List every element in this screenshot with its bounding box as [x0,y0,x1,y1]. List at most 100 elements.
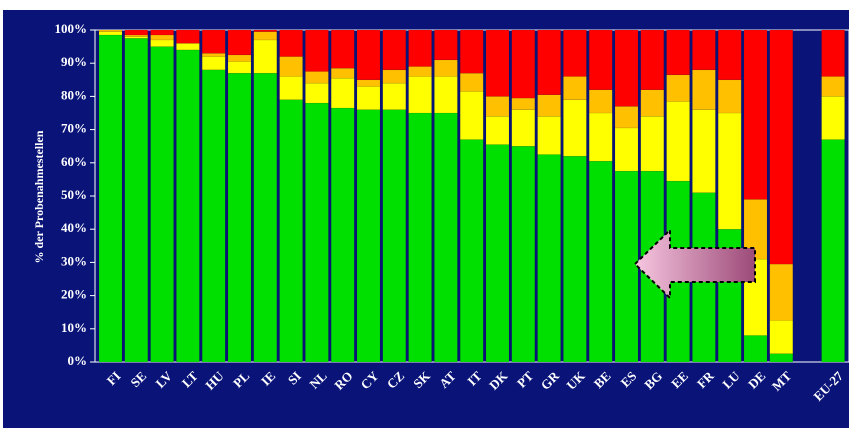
bar-segment-it-3 [459,72,484,92]
bar-segment-sk-2 [408,76,432,114]
bar-segment-se-1 [124,38,149,363]
bar-segment-lv-3 [150,34,174,41]
bar-segment-es-4 [614,29,639,107]
y-tick-label: 40% [61,220,87,235]
bar-segment-lv-2 [150,39,174,47]
bar-segment-ee-2 [666,101,690,182]
bar-segment-dk-3 [485,96,510,117]
bar-segment-gr-4 [537,29,561,95]
bar-segment-eu-27-3 [821,76,845,97]
y-tick-label: 90% [61,54,87,69]
bar-segment-hu-2 [201,56,226,71]
bar-segment-hu-1 [201,69,226,363]
bar-segment-fr-4 [692,29,716,71]
bar-segment-be-3 [588,89,613,114]
bar-segment-ie-3 [253,31,278,41]
y-axis-title: % der Probenahmestellen [32,130,46,263]
bar-segment-nl-2 [305,82,329,104]
bar-segment-cz-1 [382,109,407,363]
bar-segment-at-3 [434,59,458,77]
bar-segment-si-4 [279,29,303,57]
y-tick-label: 30% [61,253,87,268]
bar-segment-pl-1 [227,72,252,363]
bar-segment-it-4 [459,29,484,74]
y-tick-label: 100% [55,21,88,36]
bar-segment-cz-2 [382,82,407,110]
bar-segment-cy-1 [356,109,381,363]
bar-segment-sk-1 [408,112,432,363]
bar-segment-bg-3 [640,89,665,117]
bar-segment-es-3 [614,106,639,129]
bar-segment-pl-2 [227,61,252,74]
bar-segment-mt-4 [769,29,794,265]
bar-segment-se-4 [124,29,149,36]
bar-segment-fr-2 [692,109,716,193]
bar-segment-uk-3 [563,76,587,100]
bar-segment-lt-2 [176,43,200,51]
bar-segment-ro-1 [330,107,355,363]
bar-segment-lv-1 [150,46,174,363]
bar-segment-lt-4 [176,29,200,44]
bar-segment-mt-3 [769,263,794,321]
bar-segment-lu-3 [717,79,742,114]
bar-segment-ie-2 [253,39,278,74]
bar-segment-be-4 [588,29,613,91]
bar-segment-lu-4 [717,29,742,81]
bar-segment-ee-4 [666,29,690,76]
bar-segment-sk-4 [408,29,432,67]
bar-segment-nl-1 [305,102,329,363]
bar-segment-bg-4 [640,29,665,91]
bar-segment-at-4 [434,29,458,61]
bar-segment-pt-2 [511,109,536,147]
bar-segment-es-2 [614,127,639,172]
bar-segment-mt-2 [769,320,794,354]
bar-segment-uk-4 [563,29,587,77]
bar-segment-fr-3 [692,69,716,110]
bar-segment-cy-2 [356,86,381,110]
bar-segment-dk-4 [485,29,510,97]
bar-segment-uk-1 [563,155,587,363]
arrow-left-icon [633,227,756,301]
bar-segment-ie-4 [253,29,278,32]
bar-segment-bg-2 [640,116,665,172]
bar-segment-hu-4 [201,29,226,54]
bar-segment-pl-3 [227,54,252,62]
bar-segment-gr-1 [537,154,561,363]
bar-segment-eu-27-1 [821,139,845,363]
bar-segment-eu-27-2 [821,96,845,140]
bar-segment-si-2 [279,76,303,100]
bar-segment-uk-2 [563,99,587,157]
bar-segment-lt-1 [176,49,200,363]
bar-segment-cz-3 [382,69,407,84]
bar-segment-es-1 [614,170,639,363]
bar-segment-it-2 [459,91,484,140]
bar-segment-ie-1 [253,72,278,363]
bar-segment-nl-3 [305,71,329,84]
y-tick-label: 10% [61,320,87,335]
bar-segment-at-1 [434,112,458,363]
bar-segment-fi-1 [98,34,123,363]
bar-segment-pt-3 [511,97,536,110]
bar-segment-pt-1 [511,145,536,363]
bar-segment-it-1 [459,139,484,363]
y-tick-label: 0% [68,353,88,368]
bar-segment-ro-4 [330,29,355,69]
bar-segment-ro-2 [330,77,355,109]
bar-segment-ee-3 [666,74,690,102]
y-tick-label: 70% [61,121,87,136]
bar-segment-lv-4 [150,29,174,36]
y-axis-ticks: 0% 10% 20% 30% 40% 50% 60% 70% 80% 90% 100% [55,21,95,368]
bar-segment-be-1 [588,160,613,363]
bar-segment-at-2 [434,76,458,114]
y-tick-label: 50% [61,187,87,202]
bar-segment-cy-3 [356,79,381,87]
bar-segment-de-1 [743,335,768,363]
bar-segment-fi-2 [98,31,123,36]
bar-segment-hu-3 [201,52,226,57]
bar-segment-si-1 [279,99,303,363]
bar-segment-pl-4 [227,29,252,56]
bar-segment-cz-4 [382,29,407,71]
y-tick-label: 60% [61,154,87,169]
